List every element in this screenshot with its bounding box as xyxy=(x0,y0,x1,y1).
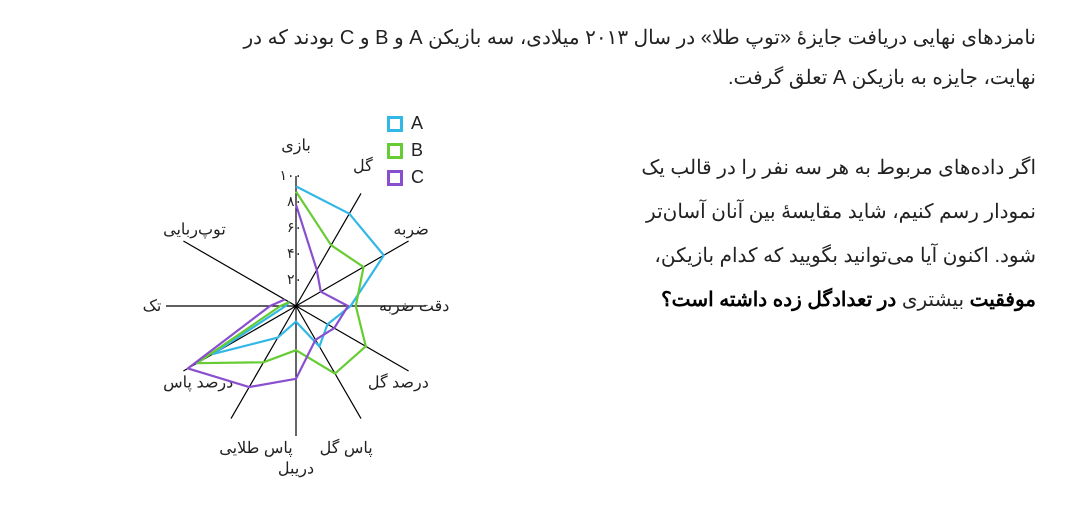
question-text: اگر داده‌های مربوط به هر سه نفر را در قا… xyxy=(616,106,1036,322)
svg-text:گل: گل xyxy=(353,156,373,175)
svg-text:۲۰: ۲۰ xyxy=(287,271,302,287)
svg-text:بازی: بازی xyxy=(281,138,311,155)
chart-column: A B C بازی گل ضربه دقت ضربه درصد گل پاس گل دری… xyxy=(36,106,596,506)
svg-text:درصد گل: درصد گل xyxy=(368,373,429,392)
content-row: A B C بازی گل ضربه دقت ضربه درصد گل پاس گل دری… xyxy=(36,106,1036,506)
svg-text:تک: تک xyxy=(143,298,162,315)
page-root: نامزدهای نهایی دریافت جایزهٔ «توپ طلا» د… xyxy=(0,0,1072,505)
intro-line-2: نهایت، جایزه به بازیکن A تعلق گرفت. xyxy=(728,67,1036,89)
svg-text:دریبل: دریبل xyxy=(278,460,314,477)
intro-text: نامزدهای نهایی دریافت جایزهٔ «توپ طلا» د… xyxy=(36,18,1036,98)
svg-text:۴۰: ۴۰ xyxy=(287,245,302,261)
legend-swatch-a xyxy=(387,116,403,132)
legend-swatch-c xyxy=(387,170,403,186)
svg-text:ضربه: ضربه xyxy=(393,221,428,238)
legend-item-a: A xyxy=(387,110,424,137)
radar-chart: بازی گل ضربه دقت ضربه درصد گل پاس گل دریبل پاس … xyxy=(36,106,596,506)
svg-text:۶۰: ۶۰ xyxy=(287,219,302,235)
legend-swatch-b xyxy=(387,143,403,159)
svg-text:۱۰۰: ۱۰۰ xyxy=(279,167,302,183)
para-part1: اگر داده‌های مربوط به هر سه نفر را در قا… xyxy=(641,157,1036,267)
svg-text:دقت ضربه: دقت ضربه xyxy=(379,298,449,315)
svg-text:پاس طلایی: پاس طلایی xyxy=(219,440,292,457)
intro-line-1: نامزدهای نهایی دریافت جایزهٔ «توپ طلا» د… xyxy=(243,27,1036,49)
para-bold2: در تعدادگل زده داشته است؟ xyxy=(661,289,896,311)
legend-label-b: B xyxy=(411,137,423,164)
legend-item-c: C xyxy=(387,164,424,191)
legend-label-a: A xyxy=(411,110,423,137)
svg-text:توپ‌ربایی: توپ‌ربایی xyxy=(163,221,226,238)
legend: A B C xyxy=(387,110,424,191)
para-bold1: موفقیت xyxy=(970,289,1036,311)
legend-item-b: B xyxy=(387,137,424,164)
para-part2: بیشتری xyxy=(896,289,964,311)
legend-label-c: C xyxy=(411,164,424,191)
svg-text:درصد پاس: درصد پاس xyxy=(163,375,233,392)
svg-text:پاس گل: پاس گل xyxy=(320,438,373,457)
